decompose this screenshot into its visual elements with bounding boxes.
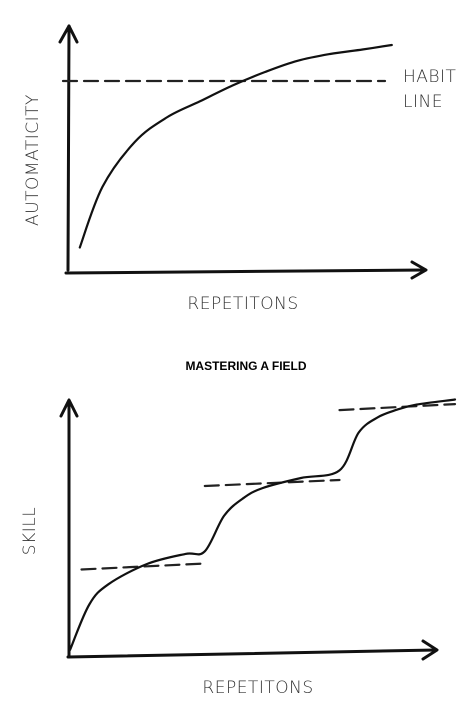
y-axis-chart1 [66,24,71,272]
x-axis-chart1 [64,268,427,275]
plateau-line-2 [203,478,341,488]
x-axis-chart2 [66,648,438,659]
chart-skill: REPETITONS SKILL [20,398,457,698]
x-axis-label-chart2: REPETITONS [202,678,313,698]
plateau-line-1 [80,562,206,571]
x-axis-arrowhead-chart2 [421,639,439,661]
chart2-title: MASTERING A FIELD [185,359,306,373]
skill-curve [68,398,457,652]
y-axis-label-chart2: SKILL [20,507,40,555]
x-axis-label-chart1: REPETITONS [187,294,298,314]
habit-line-label-1: HABIT [403,67,457,87]
x-axis-arrowhead-chart1 [410,260,428,280]
y-axis-label-chart1: AUTOMATICITY [23,94,43,226]
automaticity-curve [78,43,393,249]
y-axis-arrowhead-chart1 [58,24,79,44]
y-axis-arrowhead-chart2 [59,398,79,418]
habit-line-label-2: LINE [403,92,443,112]
chart-automaticity: HABIT LINE REPETITONS AUTOMATICITY [23,24,457,314]
plateau-line-3 [338,403,457,412]
